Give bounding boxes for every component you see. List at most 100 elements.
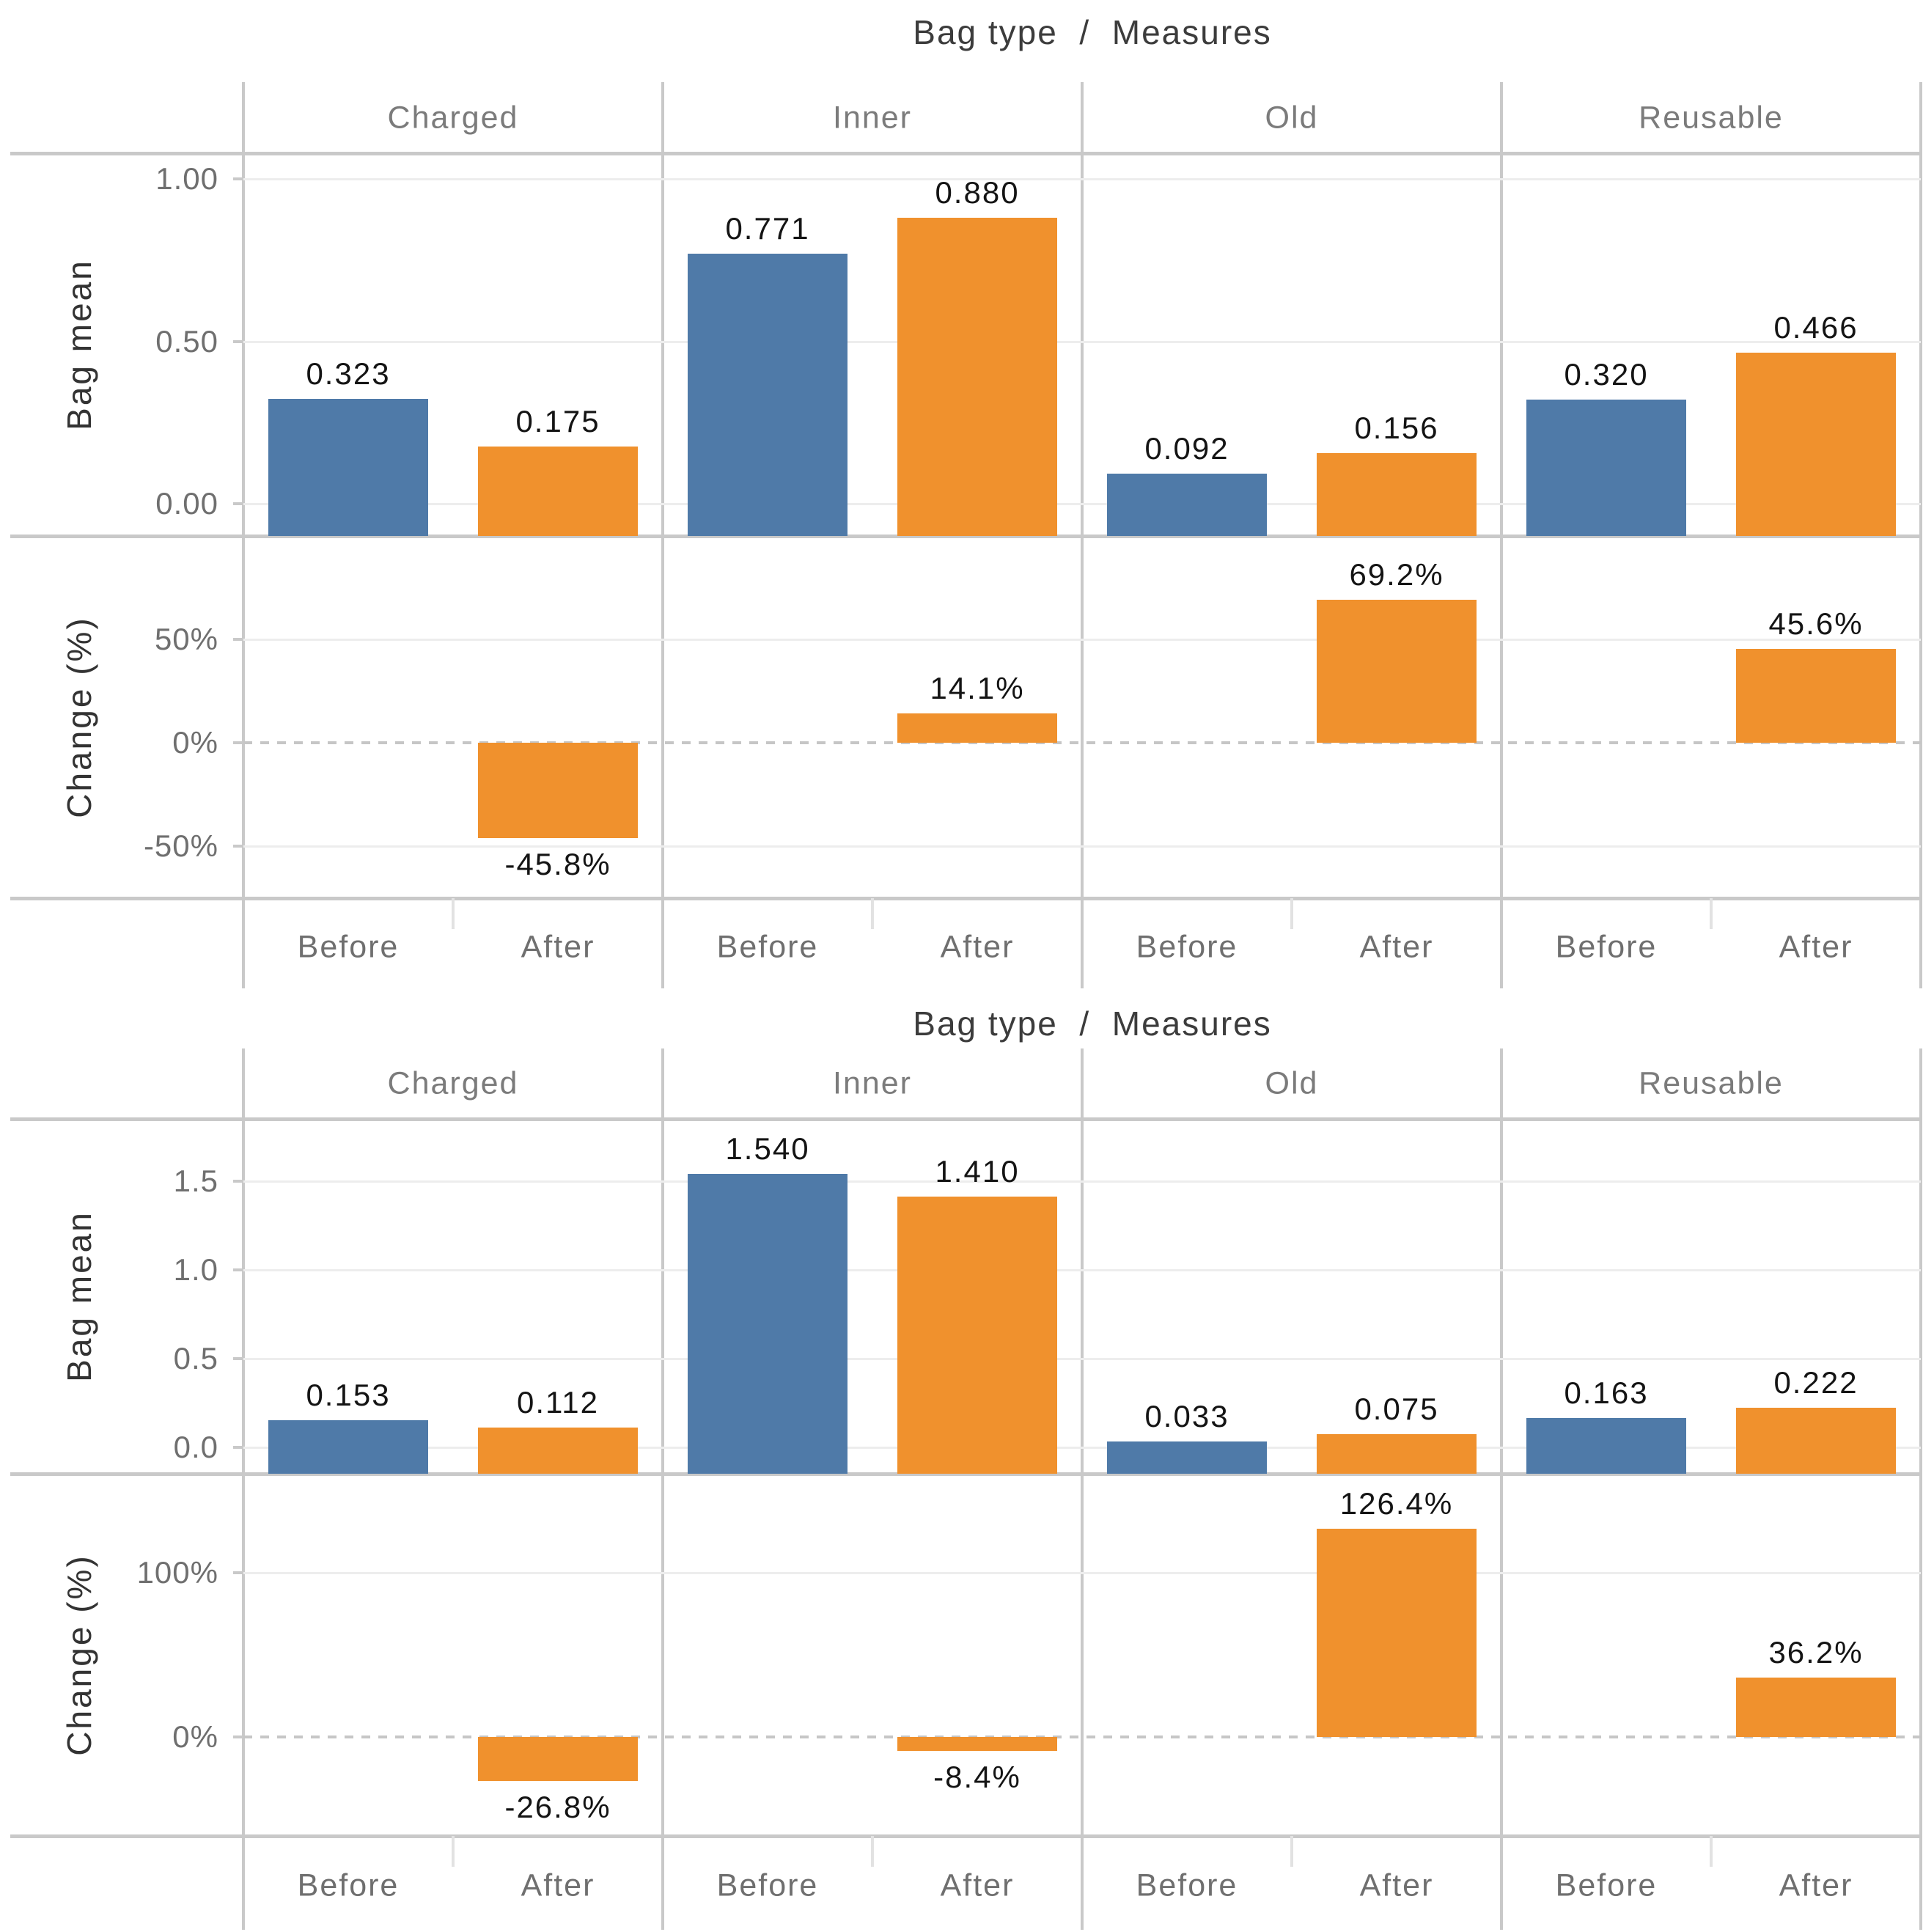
bar-value-label: 0.771 — [725, 210, 810, 246]
bar-value-label: 0.880 — [935, 175, 1020, 210]
bar-value-label: -45.8% — [504, 846, 611, 881]
bar-value-label: 0.112 — [517, 1384, 599, 1419]
x-category-label: Before — [716, 929, 819, 965]
gridline — [243, 845, 1921, 848]
facet-header: Inner — [832, 1065, 913, 1101]
bar-value-label: 0.156 — [1354, 410, 1439, 445]
axis-tick — [233, 1268, 243, 1271]
bar-change-after — [897, 1737, 1057, 1752]
axis-tick — [233, 1356, 243, 1360]
category-tick — [452, 1836, 455, 1867]
axis-tick — [233, 638, 243, 642]
bar-value-label: 36.2% — [1768, 1634, 1864, 1670]
tick-label: -50% — [143, 829, 218, 864]
bar-value-label: 45.6% — [1768, 606, 1864, 641]
bar-value-label: 0.466 — [1773, 309, 1858, 345]
tick-label: 0.5 — [173, 1340, 218, 1375]
facet-header: Old — [1265, 1065, 1319, 1101]
gridline — [243, 1446, 1921, 1449]
bar-value-label: 1.540 — [725, 1131, 810, 1167]
x-category-label: After — [940, 1867, 1015, 1903]
bar-value-label: 0.092 — [1144, 431, 1229, 466]
bar-value-label: 69.2% — [1349, 557, 1444, 592]
chart-title: Bag type / Measures — [913, 1004, 1272, 1043]
bar-change-after — [1736, 1677, 1896, 1738]
gridline — [243, 178, 1921, 181]
x-category-label: After — [1359, 929, 1434, 965]
gridline — [243, 340, 1921, 343]
tick-label: 0.0 — [173, 1429, 218, 1464]
gridline — [243, 639, 1921, 642]
bar-value-label: 0.163 — [1564, 1375, 1649, 1411]
panel-border — [10, 152, 1922, 155]
x-category-label: After — [1779, 1867, 1853, 1903]
axis-tick — [233, 1571, 243, 1574]
facet-header: Inner — [832, 100, 913, 135]
facet-header: Reusable — [1639, 1065, 1784, 1101]
facet-header: Charged — [387, 100, 519, 135]
bar-before — [688, 1174, 847, 1474]
gridline — [243, 1268, 1921, 1271]
category-tick — [1290, 898, 1293, 929]
y-axis-line — [242, 1048, 245, 1930]
bar-change-after — [478, 1737, 638, 1782]
x-category-label: After — [1359, 1867, 1434, 1903]
bar-change-after — [1317, 1529, 1477, 1738]
bar-before — [1526, 400, 1686, 536]
bar-change-after — [478, 743, 638, 838]
x-category-label: Before — [297, 1867, 400, 1903]
x-category-label: Before — [1555, 1867, 1658, 1903]
tick-label: 0.00 — [155, 485, 218, 521]
category-tick — [1710, 898, 1713, 929]
axis-tick — [233, 1179, 243, 1183]
bar-value-label: -26.8% — [504, 1790, 611, 1825]
gridline — [243, 502, 1921, 505]
category-tick — [871, 898, 874, 929]
axis-tick — [233, 339, 243, 343]
gridline — [243, 1357, 1921, 1360]
bar-value-label: 0.033 — [1144, 1398, 1229, 1433]
x-category-label: Before — [1555, 929, 1658, 965]
panel-border — [10, 1472, 1922, 1476]
bar-before — [268, 398, 428, 536]
x-category-label: After — [1779, 929, 1853, 965]
x-category-label: After — [940, 929, 1015, 965]
bar-change-after — [897, 713, 1057, 743]
category-tick — [871, 1836, 874, 1867]
bar-value-label: 126.4% — [1339, 1486, 1454, 1521]
bar-value-label: 1.410 — [935, 1154, 1020, 1189]
axis-tick — [233, 502, 243, 505]
bar-value-label: 0.320 — [1564, 357, 1649, 392]
tick-label: 0% — [172, 1719, 218, 1755]
bar-change-after — [1317, 599, 1477, 743]
tick-label: 0.50 — [155, 323, 218, 359]
bar-after — [1736, 352, 1896, 536]
bar-value-label: 14.1% — [930, 671, 1025, 706]
facet-header: Charged — [387, 1065, 519, 1101]
bar-after — [897, 218, 1057, 536]
axis-tick — [233, 177, 243, 181]
facet-divider — [1919, 1048, 1922, 1930]
x-category-label: Before — [1136, 1867, 1238, 1903]
bar-after — [1317, 452, 1477, 536]
x-category-label: After — [521, 1867, 595, 1903]
gridline — [243, 1180, 1921, 1183]
facet-header: Old — [1265, 100, 1319, 135]
axis-tick — [233, 1736, 243, 1739]
axis-tick — [233, 741, 243, 745]
facet-header: Reusable — [1639, 100, 1784, 135]
tick-label: 100% — [136, 1554, 218, 1590]
chart-title: Bag type / Measures — [913, 13, 1272, 51]
bar-value-label: 0.222 — [1773, 1364, 1858, 1400]
facet-divider — [1081, 1048, 1084, 1930]
tick-label: 0% — [172, 725, 218, 760]
category-tick — [1710, 1836, 1713, 1867]
bar-before — [688, 253, 847, 536]
zero-line — [243, 741, 1921, 745]
x-category-label: Before — [1136, 929, 1238, 965]
x-category-label: After — [521, 929, 595, 965]
panel-border — [10, 897, 1922, 900]
bar-value-label: 0.175 — [515, 404, 600, 439]
category-tick — [452, 898, 455, 929]
